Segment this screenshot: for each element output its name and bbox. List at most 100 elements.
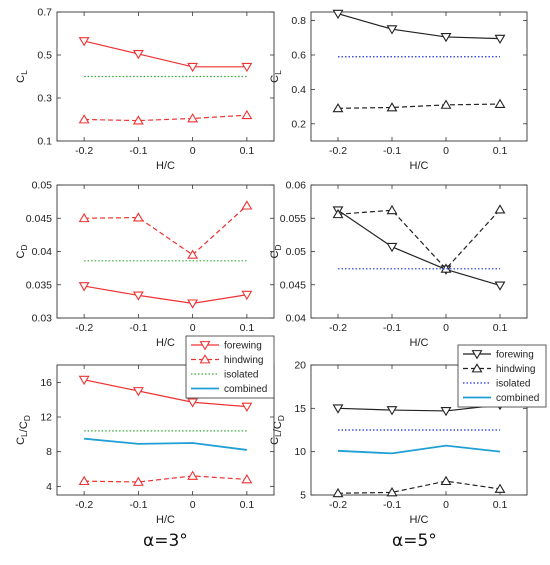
y-axis-label: CD bbox=[15, 244, 29, 258]
y-tick-label: 0.8 bbox=[291, 15, 306, 27]
series-line-forewing bbox=[84, 379, 247, 408]
data-point-forewing bbox=[386, 242, 398, 253]
y-tick-label: 0.4 bbox=[291, 84, 306, 96]
data-point-forewing bbox=[386, 25, 398, 35]
caption-alpha-5: α=5° bbox=[392, 531, 437, 551]
data-point-hindwing bbox=[440, 475, 452, 486]
legend-label-isolated: isolated bbox=[224, 370, 258, 381]
data-point-forewing bbox=[386, 406, 398, 416]
series-combined bbox=[84, 437, 247, 451]
data-point-forewing bbox=[332, 9, 344, 20]
x-tick-label: -0.2 bbox=[75, 322, 93, 334]
y-tick-label: 8 bbox=[46, 446, 52, 458]
data-point-hindwing bbox=[332, 487, 344, 498]
legend-marker-hindwing bbox=[471, 363, 483, 373]
y-tick-label: 0.2 bbox=[291, 118, 306, 130]
series-line-hindwing bbox=[337, 480, 501, 494]
series-line-hindwing bbox=[84, 475, 247, 483]
x-tick-label: 0 bbox=[190, 499, 196, 511]
y-tick-label: 0.035 bbox=[26, 279, 52, 291]
data-point-forewing bbox=[494, 281, 506, 291]
y-axis-label: CD bbox=[269, 244, 283, 258]
legend-label-combined: combined bbox=[224, 384, 267, 395]
x-tick-label: -0.2 bbox=[329, 145, 347, 157]
plot-frame bbox=[56, 364, 275, 496]
data-point-forewing bbox=[78, 37, 90, 47]
data-point-forewing bbox=[78, 375, 90, 386]
y-tick-label: 5 bbox=[300, 490, 306, 502]
series-forewing bbox=[78, 282, 253, 309]
series-line-combined bbox=[337, 444, 501, 455]
y-tick-label: 15 bbox=[294, 403, 306, 415]
series-line-hindwing bbox=[84, 205, 248, 256]
series-line-forewing bbox=[337, 209, 501, 286]
series-line-forewing bbox=[337, 404, 501, 412]
legend-marker-hindwing bbox=[199, 354, 211, 364]
data-point-forewing bbox=[78, 282, 90, 292]
series-forewing bbox=[332, 206, 506, 291]
y-tick-label: 0.3 bbox=[37, 93, 52, 105]
y-axis-label: CL/CD bbox=[15, 415, 32, 445]
data-point-forewing bbox=[187, 299, 199, 309]
data-point-hindwing bbox=[78, 475, 90, 486]
series-hindwing bbox=[78, 200, 253, 259]
plot-frame bbox=[310, 184, 528, 319]
x-tick-label: -0.2 bbox=[329, 499, 347, 511]
series-hindwing bbox=[78, 109, 253, 125]
x-axis-label: H/C bbox=[410, 337, 429, 349]
y-tick-label: 0.6 bbox=[291, 50, 306, 62]
legend-marker-forewing bbox=[471, 350, 483, 360]
x-tick-label: 0.1 bbox=[493, 145, 508, 157]
legend-label-forewing: forewing bbox=[224, 341, 262, 352]
data-point-hindwing bbox=[494, 98, 506, 108]
data-point-hindwing bbox=[187, 113, 199, 123]
x-tick-label: -0.1 bbox=[129, 145, 147, 157]
data-point-forewing bbox=[187, 398, 199, 408]
series-line-forewing bbox=[84, 285, 247, 304]
legend-label-forewing: forewing bbox=[496, 350, 534, 361]
x-tick-label: -0.2 bbox=[75, 499, 93, 511]
data-point-forewing bbox=[132, 291, 144, 301]
data-point-hindwing bbox=[241, 474, 253, 484]
y-tick-label: 20 bbox=[294, 360, 306, 372]
y-tick-label: 0.7 bbox=[37, 7, 52, 19]
data-point-forewing bbox=[187, 62, 199, 73]
data-point-forewing bbox=[241, 290, 253, 301]
y-axis-label: CL bbox=[15, 70, 29, 83]
y-tick-label: 0.055 bbox=[280, 213, 306, 225]
data-point-hindwing bbox=[132, 476, 144, 486]
series-line-combined bbox=[84, 437, 247, 451]
series-combined bbox=[337, 444, 501, 455]
x-tick-label: 0.1 bbox=[493, 322, 508, 334]
chart-panel-3: -0.2 -0.1 0 0.1 0.03 0.035 0.04 0.045 0.05 H/C CD bbox=[15, 180, 275, 349]
series-hindwing bbox=[332, 98, 506, 113]
plot-frame bbox=[310, 11, 528, 142]
x-tick-label: 0.1 bbox=[240, 322, 255, 334]
x-tick-label: 0.1 bbox=[240, 145, 255, 157]
data-point-forewing bbox=[440, 407, 452, 417]
legend-label-hindwing: hindwing bbox=[224, 355, 263, 366]
data-point-hindwing bbox=[332, 102, 344, 113]
y-tick-label: 0.5 bbox=[37, 50, 52, 62]
data-point-hindwing bbox=[386, 102, 398, 112]
x-axis-label: H/C bbox=[156, 160, 175, 172]
x-tick-label: 0.1 bbox=[240, 499, 255, 511]
legend-label-isolated: isolated bbox=[496, 379, 530, 390]
y-tick-label: 0.06 bbox=[286, 180, 307, 192]
y-axis-label: CL/CD bbox=[269, 415, 286, 445]
x-tick-label: 0 bbox=[443, 145, 449, 157]
x-tick-label: -0.1 bbox=[129, 499, 147, 511]
series-hindwing bbox=[78, 470, 253, 486]
series-hindwing bbox=[332, 204, 506, 273]
data-point-forewing bbox=[132, 49, 144, 60]
data-point-hindwing bbox=[241, 200, 253, 210]
chart-panel-1: -0.2 -0.1 0 0.1 0.1 0.3 0.5 0.7 H/C CL bbox=[15, 7, 275, 172]
chart-panel-4: -0.2 -0.1 0 0.1 0.04 0.045 0.05 0.055 0.06 H/C CD bbox=[269, 180, 528, 349]
x-tick-label: -0.2 bbox=[329, 322, 347, 334]
x-axis-label: H/C bbox=[410, 160, 429, 172]
chart-panel-5: -0.2 -0.1 0 0.1 4 8 12 16 H/C CL/CD bbox=[15, 364, 275, 526]
data-point-hindwing bbox=[132, 212, 144, 222]
y-axis-label: CL bbox=[269, 70, 283, 83]
plot-frame bbox=[310, 364, 528, 496]
x-tick-label: 0.1 bbox=[493, 499, 508, 511]
